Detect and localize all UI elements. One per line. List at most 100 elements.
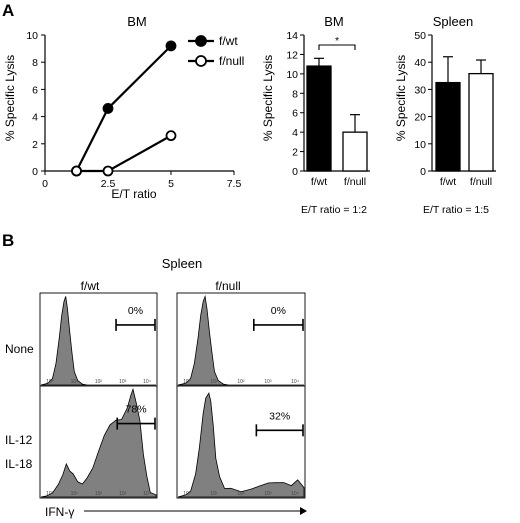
histogram-xtick-label: 10² (95, 379, 103, 385)
histogram-xtick-label: 10⁰ (46, 491, 54, 497)
bar-spleen-title: Spleen (433, 14, 473, 29)
histogram-distribution (177, 392, 305, 498)
histogram-xtick-label: 10⁴ (143, 491, 151, 497)
histogram-panel-f-null-none: 10⁰ 10¹ 10² 10³ 10⁴ 0% (176, 292, 306, 387)
bar-bm-ytick-label: 10 (286, 69, 298, 81)
line-chart-ytick-label: 0 (32, 166, 38, 178)
panel-label-a: A (2, 1, 14, 20)
bar-spleen-bar-f-null (468, 72, 494, 172)
bar-bm-footnote: E/T ratio = 1:2 (301, 204, 367, 216)
histogram-panel-f-wt-none: 10⁰ 10¹ 10² 10³ 10⁴ 0% (39, 292, 158, 387)
line-chart-legend: f/wt f/null (188, 34, 244, 68)
line-chart-title: BM (127, 14, 147, 29)
line-chart-xlabel: E/T ratio (111, 187, 156, 201)
line-chart-ylabel: % Specific Lysis (3, 55, 17, 141)
bar-spleen-xtick-label: f/wt (440, 176, 456, 188)
bar-spleen-ytick-label: 40 (414, 57, 426, 69)
hist-row-label-none: None (5, 342, 34, 356)
histogram-xtick-label: 10⁰ (183, 379, 191, 385)
bar-bm-title: BM (324, 14, 344, 29)
legend-label-f-null: f/null (219, 54, 244, 68)
line-point-f-null (165, 130, 177, 142)
bar-spleen-ytick-label: 10 (414, 139, 426, 151)
bar-bm-ytick-label: 6 (292, 108, 298, 120)
bar-bm-ytick-label: 2 (292, 147, 298, 159)
bar-bm-ytick-label: 8 (292, 88, 298, 100)
bar-spleen-ylabel: % Specific Lysis (394, 55, 408, 141)
histogram-xtick-label: 10⁰ (183, 491, 191, 497)
histogram-xtick-label: 10³ (264, 491, 272, 497)
bar-bm-ytick-label: 12 (286, 49, 298, 61)
histogram-gate-percent: 0% (128, 305, 143, 317)
bar-spleen-ytick-label: 50 (414, 30, 426, 42)
line-point-f-null (102, 165, 114, 177)
histogram-xtick-label: 10⁴ (143, 379, 151, 385)
bar-bm-ytick-label: 14 (286, 30, 298, 42)
histogram-xtick-label: 10¹ (71, 491, 79, 497)
bar-bm-xtick-label: f/wt (311, 176, 327, 188)
histogram-distribution (177, 294, 304, 386)
hist-title: Spleen (162, 256, 202, 271)
histogram-xtick-label: 10³ (119, 379, 127, 385)
bar-spleen-xtick-label: f/null (470, 176, 492, 188)
panel-label-b: B (2, 231, 14, 250)
histogram-xtick-label: 10⁴ (291, 379, 299, 385)
line-point-f-wt (165, 40, 177, 52)
line-chart-ytick-label: 10 (26, 30, 38, 42)
line-point-f-null (71, 165, 82, 177)
bar-chart-bm: BM % Specific Lysis E/T ratio = 1:2 0 2 4 6… (261, 14, 370, 216)
bar-spleen-bar-f-wt (435, 81, 461, 172)
legend-marker-f-wt (195, 35, 207, 47)
bar-spleen-footnote: E/T ratio = 1:5 (423, 204, 489, 216)
line-chart-ytick-label: 6 (32, 84, 38, 96)
hist-row-label-il18: IL-18 (5, 457, 33, 471)
histogram-panel-f-wt-il: 10⁰ 10¹ 10² 10³ 10⁴ 78% (39, 385, 158, 499)
line-chart-ytick-label: 2 (32, 139, 38, 151)
histogram-xtick-label: 10¹ (210, 491, 218, 497)
histogram-xtick-label: 10³ (264, 379, 272, 385)
histogram-gate-percent: 0% (271, 305, 286, 317)
histogram-xtick-label: 10¹ (71, 379, 79, 385)
bar-bm-significance-bracket (318, 44, 356, 50)
hist-xlabel-arrowhead (300, 507, 307, 515)
bar-spleen-ytick-label: 30 (414, 84, 426, 96)
bar-spleen-ytick-label: 0 (420, 166, 426, 178)
legend-marker-f-null (195, 55, 207, 67)
line-chart-ytick-label: 8 (32, 57, 38, 69)
hist-col-label-f-null: f/null (215, 279, 240, 293)
bar-chart-spleen: Spleen % Specific Lysis E/T ratio = 1:5 … (394, 14, 496, 216)
histogram-grid: Spleen f/wt f/null None IL-12 IL-18 IFN-… (5, 256, 307, 519)
line-chart-xtick-label: 0 (42, 178, 48, 190)
histogram-xtick-label: 10² (95, 491, 103, 497)
histogram-distribution (40, 296, 156, 386)
line-chart: BM % Specific Lysis E/T ratio 0 2 4 6 8 10 0 2… (3, 14, 244, 201)
histogram-xtick-label: 10² (237, 491, 245, 497)
histogram-xtick-label: 10³ (119, 491, 127, 497)
histogram-gate-percent: 78% (126, 404, 147, 416)
bar-bm-xtick-label: f/null (344, 176, 366, 188)
line-chart-xtick-label: 2.5 (101, 178, 116, 190)
histogram-xtick-label: 10⁴ (291, 491, 299, 497)
bar-bm-ytick-label: 0 (292, 166, 298, 178)
line-chart-xtick-label: 5 (168, 178, 174, 190)
bar-spleen-ytick-label: 20 (414, 112, 426, 124)
line-chart-xtick-label: 7.5 (227, 178, 242, 190)
line-chart-ytick-label: 4 (32, 112, 38, 124)
histogram-panel-f-null-il: 10⁰ 10¹ 10² 10³ 10⁴ 32% (176, 385, 306, 499)
hist-row-label-il12: IL-12 (5, 433, 33, 447)
histogram-gate-percent: 32% (269, 410, 290, 422)
hist-xlabel: IFN-γ (45, 505, 74, 519)
bar-bm-ytick-label: 4 (292, 127, 298, 139)
legend-label-f-wt: f/wt (219, 34, 238, 48)
bar-bm-significance-label: * (335, 35, 339, 47)
line-point-f-wt (102, 103, 114, 114)
bar-bm-ylabel: % Specific Lysis (261, 55, 275, 141)
histogram-distribution (40, 387, 157, 498)
histogram-xtick-label: 10⁰ (46, 379, 54, 385)
histogram-xtick-label: 10¹ (210, 379, 218, 385)
line-series-f-wt (75, 45, 172, 172)
bar-bm-bar-f-null (342, 131, 368, 172)
bar-bm-bar-f-wt (306, 65, 332, 172)
histogram-xtick-label: 10² (237, 379, 245, 385)
